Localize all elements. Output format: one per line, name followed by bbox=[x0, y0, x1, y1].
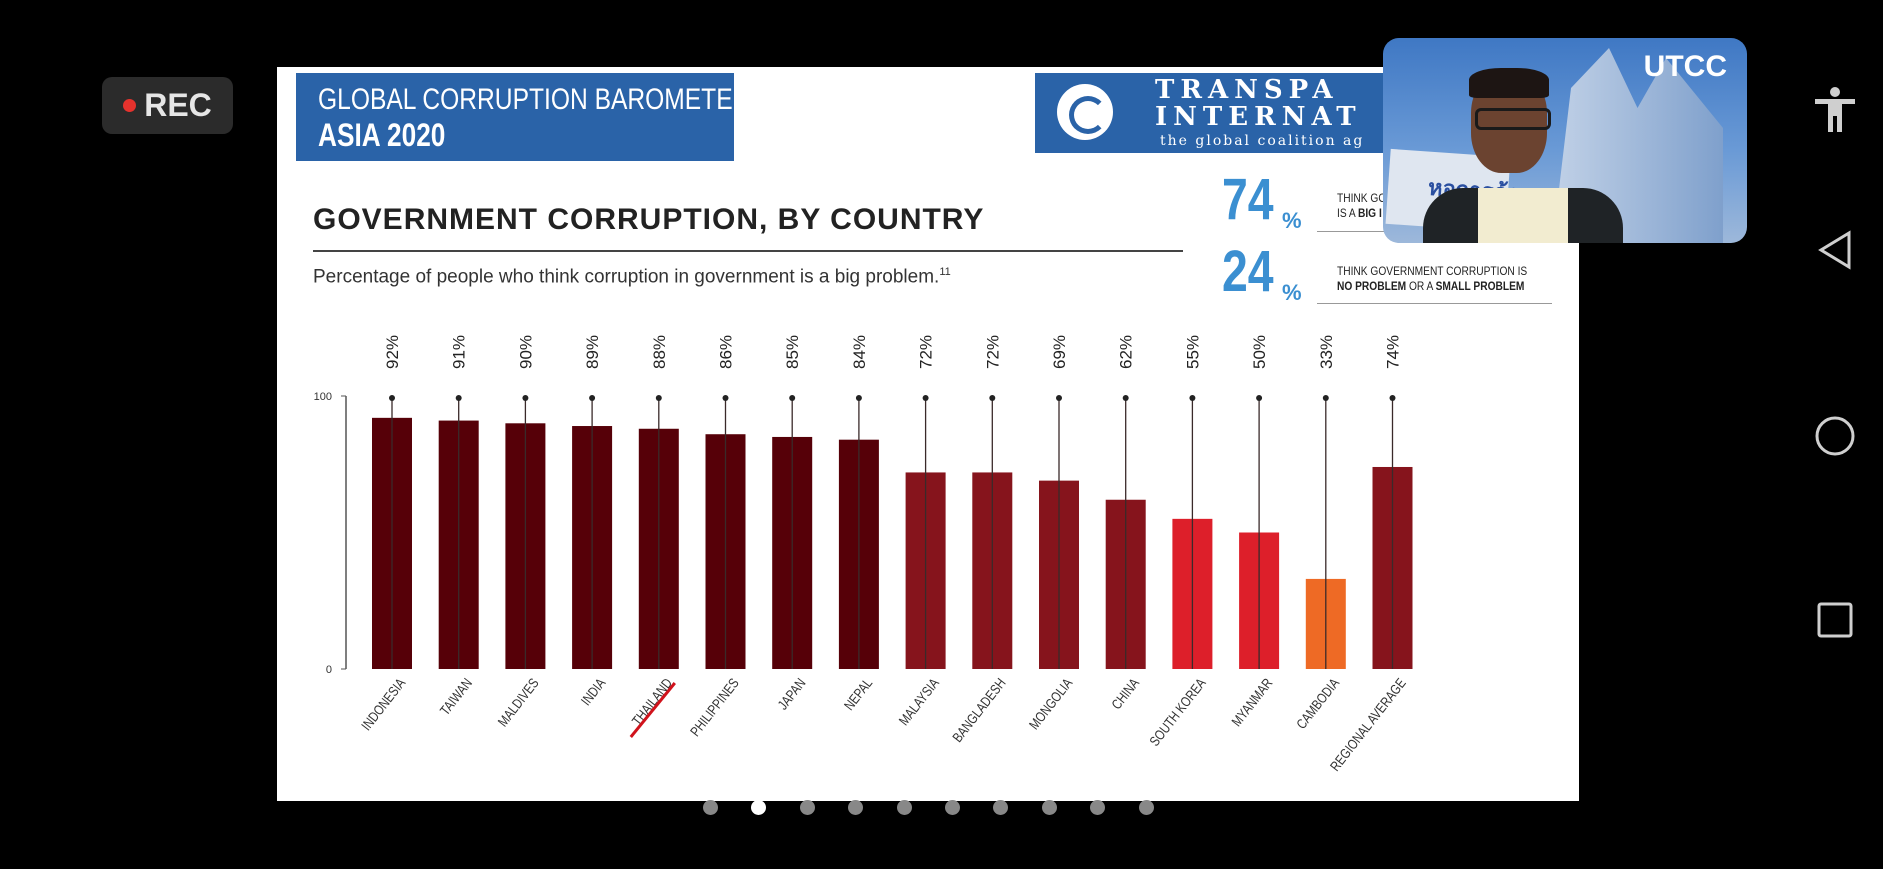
presenter-glasses bbox=[1475, 108, 1551, 130]
page-dot[interactable] bbox=[751, 800, 767, 815]
page-dot[interactable] bbox=[945, 800, 960, 815]
bar-leader-dot bbox=[989, 395, 996, 401]
report-subtitle: ASIA 2020 bbox=[318, 117, 446, 153]
page-dot[interactable] bbox=[1138, 800, 1154, 815]
page-dot[interactable] bbox=[799, 800, 815, 815]
value-label: 74% bbox=[1384, 335, 1403, 369]
bar-leader-dot bbox=[589, 395, 596, 401]
bar-leader-dot bbox=[1056, 395, 1062, 401]
y-tick-label: 100 bbox=[314, 391, 332, 403]
webcam-label: UTCC bbox=[1643, 50, 1727, 83]
presenter-shirt bbox=[1478, 188, 1568, 243]
presenter-hair bbox=[1469, 68, 1549, 98]
stat-unit: % bbox=[1282, 208, 1302, 233]
value-label: 86% bbox=[717, 335, 736, 369]
category-label: JAPAN bbox=[775, 676, 809, 713]
value-label: 90% bbox=[516, 335, 535, 369]
recording-indicator: REC bbox=[102, 77, 233, 134]
value-label: 85% bbox=[783, 335, 802, 369]
android-nav-bar bbox=[1786, 0, 1883, 869]
title-divider bbox=[313, 250, 1183, 252]
y-tick-label: 0 bbox=[326, 664, 332, 676]
logo-line1: TRANSPA bbox=[1155, 75, 1339, 105]
category-label: INDONESIA bbox=[359, 675, 409, 733]
bar-leader-dot bbox=[1189, 395, 1196, 401]
transparency-international-logo: TRANSPA INTERNAT the global coalition ag bbox=[1035, 73, 1435, 153]
record-dot-icon bbox=[123, 99, 137, 112]
bar-leader-dot bbox=[1256, 395, 1263, 401]
stat-big-problem: 74% bbox=[1222, 167, 1312, 237]
category-label: CAMBODIA bbox=[1294, 675, 1343, 732]
bar-leader-dot bbox=[1322, 395, 1329, 401]
value-label: 33% bbox=[1317, 335, 1336, 369]
home-icon[interactable] bbox=[1814, 415, 1856, 457]
bar-leader-dot bbox=[1122, 395, 1129, 401]
category-label: REGIONAL AVERAGE bbox=[1327, 676, 1409, 775]
category-label: THAILAND bbox=[629, 676, 675, 729]
value-label: 55% bbox=[1183, 335, 1202, 369]
category-label: MALDIVES bbox=[495, 676, 542, 730]
webcam-overlay: หอการค้า UTCC bbox=[1383, 38, 1747, 243]
bar-leader-dot bbox=[455, 395, 462, 401]
bar-leader-dot bbox=[655, 395, 662, 401]
category-label: NEPAL bbox=[841, 676, 875, 714]
value-label: 62% bbox=[1117, 335, 1136, 369]
category-label: MONGOLIA bbox=[1026, 675, 1076, 732]
category-label: INDIA bbox=[578, 675, 609, 708]
stat-no-problem-text: THINK GOVERNMENT CORRUPTION IS NO PROBLE… bbox=[1337, 264, 1528, 293]
value-label: 84% bbox=[850, 335, 869, 369]
stat-divider bbox=[1317, 303, 1552, 304]
category-label: MALAYSIA bbox=[896, 675, 942, 728]
page-dot[interactable] bbox=[993, 800, 1009, 815]
slide-pagination bbox=[0, 800, 1883, 818]
page-dot[interactable] bbox=[848, 800, 864, 815]
value-label: 92% bbox=[383, 335, 402, 369]
recording-label: REC bbox=[144, 87, 212, 123]
page-dot[interactable] bbox=[896, 800, 912, 815]
recents-icon[interactable] bbox=[1817, 602, 1853, 638]
logo-line2: INTERNAT bbox=[1155, 102, 1362, 132]
stat-value: 74 bbox=[1222, 167, 1274, 232]
value-label: 69% bbox=[1050, 335, 1069, 369]
page-dot[interactable] bbox=[703, 800, 718, 815]
bar-leader-dot bbox=[1389, 395, 1396, 401]
bar-leader-dot bbox=[389, 395, 395, 401]
stat-no-problem: 24% bbox=[1222, 239, 1312, 309]
value-label: 72% bbox=[983, 335, 1002, 369]
report-header: GLOBAL CORRUPTION BAROMETER ASIA 2020 bbox=[296, 73, 750, 161]
bar-leader-dot bbox=[722, 395, 729, 401]
chart-subtitle: Percentage of people who think corruptio… bbox=[313, 266, 951, 288]
page-dot[interactable] bbox=[1041, 800, 1057, 815]
category-label: SOUTH KOREA bbox=[1147, 675, 1210, 749]
ti-globe-icon bbox=[1057, 84, 1113, 140]
bar-leader-dot bbox=[922, 395, 929, 401]
category-label: TAIWAN bbox=[437, 676, 475, 719]
chart-title: GOVERNMENT CORRUPTION, BY COUNTRY bbox=[313, 203, 985, 236]
stat-value: 24 bbox=[1222, 239, 1274, 304]
value-label: 91% bbox=[450, 335, 469, 369]
highlight-underline bbox=[629, 682, 676, 738]
back-icon[interactable] bbox=[1817, 230, 1853, 270]
stat-big-problem-text: THINK GO IS A BIG I bbox=[1337, 191, 1387, 220]
value-label: 89% bbox=[583, 335, 602, 369]
bar-leader-dot bbox=[789, 395, 796, 401]
bar-leader-dot bbox=[522, 395, 529, 401]
presentation-slide: GLOBAL CORRUPTION BAROMETER ASIA 2020 TR… bbox=[277, 67, 1579, 801]
value-label: 88% bbox=[650, 335, 669, 369]
value-label: 72% bbox=[917, 335, 936, 369]
category-label: MYANMAR bbox=[1229, 676, 1276, 730]
stat-unit: % bbox=[1282, 280, 1302, 305]
accessibility-icon[interactable] bbox=[1813, 86, 1857, 132]
category-label: CHINA bbox=[1109, 675, 1143, 712]
logo-tagline: the global coalition ag bbox=[1160, 133, 1365, 149]
category-label: PHILIPPINES bbox=[687, 676, 742, 740]
value-label: 50% bbox=[1250, 335, 1269, 369]
bar-chart: 0 100 92% INDONESIA 91% TAIWAN 90% MALDIVES 89% I… bbox=[314, 335, 1413, 775]
category-label: BANGLADESH bbox=[950, 676, 1009, 746]
footnote-marker: 11 bbox=[939, 266, 951, 278]
page-dot[interactable] bbox=[1090, 800, 1106, 815]
bar-leader-dot bbox=[855, 395, 862, 401]
